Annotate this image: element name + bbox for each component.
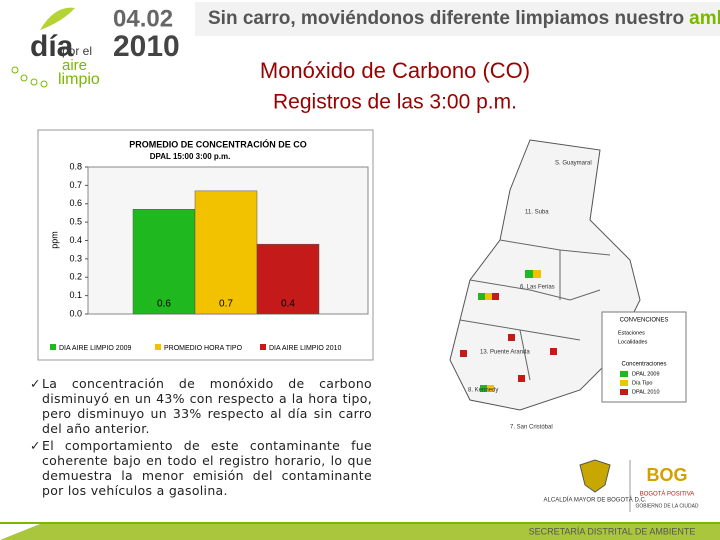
y-tick-label: 0.5	[69, 217, 82, 227]
map-legend-item: DPAL 2009	[632, 371, 660, 377]
y-tick-label: 0.4	[69, 235, 82, 245]
slide-subtitle: Registros de las 3:00 p.m.	[273, 91, 517, 114]
logo-text: aire	[62, 57, 87, 74]
map-place: 11. Suba	[525, 210, 549, 216]
header-date: 04.02	[113, 5, 173, 32]
y-tick-label: 0.6	[69, 198, 82, 208]
bar	[132, 209, 196, 315]
legend-swatch	[155, 344, 161, 350]
bullet: ✓ La concentración de monóxido de carbono…	[30, 376, 372, 436]
bullet-text: La concentración de monóxido de carbono …	[42, 376, 372, 436]
bog-sub: GOBIERNO DE LA CIUDAD	[635, 503, 698, 509]
bar	[256, 243, 320, 315]
logo-text: por el	[62, 44, 92, 58]
map-legend-title: CONVENCIONES	[620, 318, 669, 324]
legend-label: PROMEDIO HORA TIPO	[164, 345, 243, 352]
y-tick-label: 0.0	[69, 308, 82, 318]
y-axis-label: ppm	[49, 231, 59, 249]
legend-label: DIA AIRE LIMPIO 2010	[269, 345, 341, 352]
map-legend-swatch	[620, 380, 628, 386]
logo-text: día	[30, 30, 74, 63]
slogan-band	[195, 2, 720, 36]
map-legend-swatch	[620, 371, 628, 377]
legend-label: DIA AIRE LIMPIO 2009	[59, 345, 131, 352]
map-legend-item: Día Tipo	[632, 380, 652, 386]
legend-swatch	[50, 344, 56, 350]
bullet-text: El comportamiento de este contaminante f…	[42, 438, 372, 498]
map-place: 7. San Cristóbal	[510, 425, 553, 431]
slogan: Sin carro, moviéndonos diferente limpiam…	[208, 8, 720, 29]
alcaldia: ALCALDÍA MAYOR DE BOGOTÁ D.C.	[544, 497, 647, 504]
y-tick-label: 0.3	[69, 253, 82, 263]
value-label: 0.7	[219, 299, 233, 310]
bullet: ✓ El comportamiento de este contaminante …	[30, 438, 372, 498]
map-place: 8. Kennedy	[468, 388, 498, 394]
y-tick-label: 0.1	[69, 290, 82, 300]
map-place: 6. Las Ferias	[520, 285, 555, 291]
map-place: 13. Puente Aranda	[480, 350, 530, 356]
map	[449, 139, 687, 411]
bog-logo: BOG	[646, 465, 687, 485]
chart-title: PROMEDIO DE CONCENTRACIÓN DE CO	[129, 138, 307, 149]
y-tick-label: 0.2	[69, 272, 82, 282]
y-tick-label: 0.7	[69, 180, 82, 190]
value-label: 0.4	[281, 299, 295, 310]
bog-sub: BOGOTÁ POSITIVA	[640, 491, 695, 498]
bar	[194, 190, 258, 315]
value-label: 0.6	[157, 299, 171, 310]
y-tick-label: 0.8	[69, 161, 82, 171]
map-place: S. Guaymaral	[555, 161, 592, 167]
header-year: 2010	[113, 30, 180, 63]
map-legend-title: Concentraciones	[621, 362, 666, 368]
chart-subtitle: DPAL 15:00 3:00 p.m.	[150, 152, 231, 161]
logo-text: limpio	[58, 71, 100, 88]
slide-title: Monóxido de Carbono (CO)	[260, 58, 530, 83]
map-legend-swatch	[620, 389, 628, 395]
map-legend-item: Estaciones	[618, 330, 645, 336]
map-legend-item: Localidades	[618, 339, 648, 345]
map-legend-item: DPAL 2010	[632, 389, 660, 395]
footer-text: SECRETARÍA DISTRITAL DE AMBIENTE	[529, 526, 696, 536]
legend-swatch	[260, 344, 266, 350]
